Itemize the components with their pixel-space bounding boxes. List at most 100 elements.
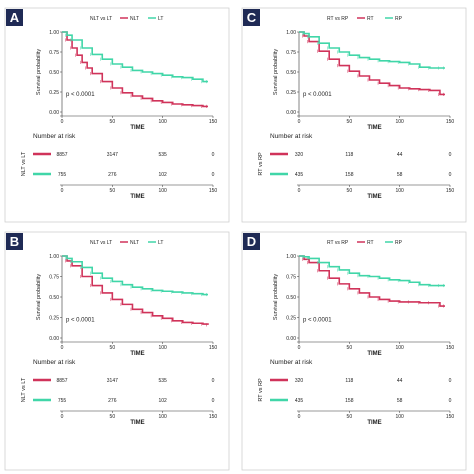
legend-label-rp: RP	[395, 16, 403, 22]
y-tick-label: 0.00	[49, 336, 59, 342]
y-tick-label: 0.75	[286, 50, 296, 56]
risk-x-axis-label: TIME	[367, 194, 381, 200]
x-tick-label: 100	[158, 345, 167, 351]
x-tick-label: 100	[395, 345, 404, 351]
risk-count: 276	[108, 398, 117, 404]
x-tick-label: 50	[347, 345, 353, 351]
panel-D: D RT vs RP RT RP 0.00 0.25 0.50 0.75 1.00 0 50 100 1…	[241, 231, 467, 471]
y-axis-label: Survival probability	[273, 274, 279, 320]
risk-count: 755	[58, 398, 67, 404]
legend: RT vs RP RT RP	[327, 240, 403, 246]
risk-x-tick-label: 100	[158, 188, 167, 194]
risk-count: 158	[345, 172, 354, 178]
y-tick-label: 0.00	[286, 336, 296, 342]
legend: RT vs RP RT RP	[327, 16, 403, 22]
panel-frame	[241, 231, 467, 471]
legend-title: NLT vs LT	[90, 16, 112, 22]
risk-table-row-label: RT vs RP	[258, 378, 264, 402]
risk-count: 102	[158, 398, 167, 404]
risk-x-tick-label: 50	[110, 414, 116, 420]
risk-count: 8857	[56, 152, 67, 158]
risk-count: 158	[345, 398, 354, 404]
panel-frame	[4, 7, 230, 223]
y-tick-label: 1.00	[49, 254, 59, 260]
risk-count: 0	[449, 378, 452, 384]
x-tick-label: 50	[110, 119, 116, 125]
risk-count: 0	[212, 152, 215, 158]
x-tick-label: 0	[61, 345, 64, 351]
risk-count: 102	[158, 172, 167, 178]
risk-x-tick-label: 0	[298, 414, 301, 420]
risk-count: 0	[449, 152, 452, 158]
risk-table-row-label: NLT vs LT	[21, 377, 27, 402]
plot-axes: 0.00 0.25 0.50 0.75 1.00 0 50 100 150 TIME Surviva…	[36, 254, 217, 357]
risk-table: Number at risk 320 118 44 0 435 158 58 0 RT vs RP…	[258, 133, 454, 200]
x-tick-label: 150	[446, 345, 455, 351]
legend: NLT vs LT NLT LT	[90, 16, 163, 22]
survival-curve-rp	[299, 31, 445, 69]
y-axis-label: Survival probability	[36, 274, 42, 320]
panel-label-badge	[6, 9, 23, 26]
risk-x-tick-label: 100	[158, 414, 167, 420]
risk-count: 0	[449, 398, 452, 404]
risk-count: 3147	[107, 152, 118, 158]
y-axis-label: Survival probability	[36, 49, 42, 95]
risk-count: 118	[345, 378, 353, 384]
x-axis-label: TIME	[367, 125, 381, 131]
legend-label-rt: RT	[367, 240, 374, 246]
x-tick-label: 0	[298, 119, 301, 125]
legend-label-lt: LT	[158, 240, 163, 246]
survival-curve-lt	[62, 255, 208, 296]
x-tick-label: 0	[298, 345, 301, 351]
risk-x-axis-label: TIME	[367, 420, 381, 426]
pvalue-annotation: p < 0.0001	[66, 318, 95, 324]
risk-count: 3147	[107, 378, 118, 384]
risk-count: 8857	[56, 378, 67, 384]
risk-count: 44	[397, 378, 403, 384]
y-tick-label: 1.00	[286, 30, 296, 36]
survival-curve-rp	[299, 255, 445, 287]
risk-x-tick-label: 0	[61, 414, 64, 420]
risk-count: 0	[212, 398, 215, 404]
legend-label-lt: LT	[158, 16, 163, 22]
panel-C: C RT vs RP RT RP 0.00 0.25 0.50 0.75 1.00 0 50 100 1…	[241, 7, 467, 223]
risk-count: 276	[108, 172, 117, 178]
legend-label-nlt: NLT	[130, 240, 139, 246]
risk-x-tick-label: 100	[395, 414, 404, 420]
y-tick-label: 0.75	[49, 274, 59, 280]
x-tick-label: 100	[158, 119, 167, 125]
risk-table-row-label: NLT vs LT	[21, 151, 27, 176]
x-axis-label: TIME	[130, 351, 144, 357]
risk-table-row-label: RT vs RP	[258, 152, 264, 176]
risk-count: 58	[397, 172, 403, 178]
risk-count: 0	[449, 172, 452, 178]
panel-A: A NLT vs LT NLT LT 0.00 0.25 0.50 0.75 1.00 0 50 10…	[4, 7, 230, 223]
risk-x-axis-label: TIME	[130, 420, 144, 426]
panel-label-badge	[6, 233, 23, 250]
x-tick-label: 150	[209, 119, 218, 125]
y-tick-label: 0.75	[49, 50, 59, 56]
panel-label-badge	[243, 233, 260, 250]
plot-axes: 0.00 0.25 0.50 0.75 1.00 0 50 100 150 TIME Surviva…	[36, 30, 217, 131]
risk-count: 44	[397, 152, 403, 158]
panel-frame	[4, 231, 230, 471]
y-tick-label: 0.25	[286, 90, 296, 96]
panel-label: A	[10, 10, 20, 25]
risk-x-tick-label: 150	[209, 188, 218, 194]
risk-table: Number at risk 8857 3147 535 0 755 276 102 0 NLT …	[21, 133, 217, 200]
risk-count: 755	[58, 172, 67, 178]
legend-title: NLT vs LT	[90, 240, 112, 246]
risk-x-tick-label: 150	[209, 414, 218, 420]
risk-x-tick-label: 0	[298, 188, 301, 194]
legend-title: RT vs RP	[327, 16, 349, 22]
x-tick-label: 50	[347, 119, 353, 125]
y-tick-label: 0.25	[286, 315, 296, 321]
risk-count: 118	[345, 152, 353, 158]
risk-count: 435	[295, 172, 304, 178]
pvalue-annotation: p < 0.0001	[66, 92, 95, 98]
risk-x-axis-label: TIME	[130, 194, 144, 200]
panel-B: B NLT vs LT NLT LT 0.00 0.25 0.50 0.75 1.00 0 50 10…	[4, 231, 230, 471]
survival-curve-nlt	[62, 255, 209, 325]
risk-x-tick-label: 100	[395, 188, 404, 194]
